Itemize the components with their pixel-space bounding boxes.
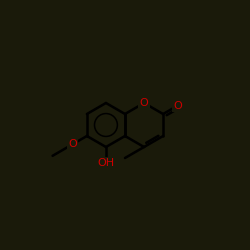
Text: O: O <box>68 139 77 149</box>
Text: O: O <box>140 98 148 108</box>
Text: OH: OH <box>98 158 114 168</box>
Text: O: O <box>173 101 182 111</box>
